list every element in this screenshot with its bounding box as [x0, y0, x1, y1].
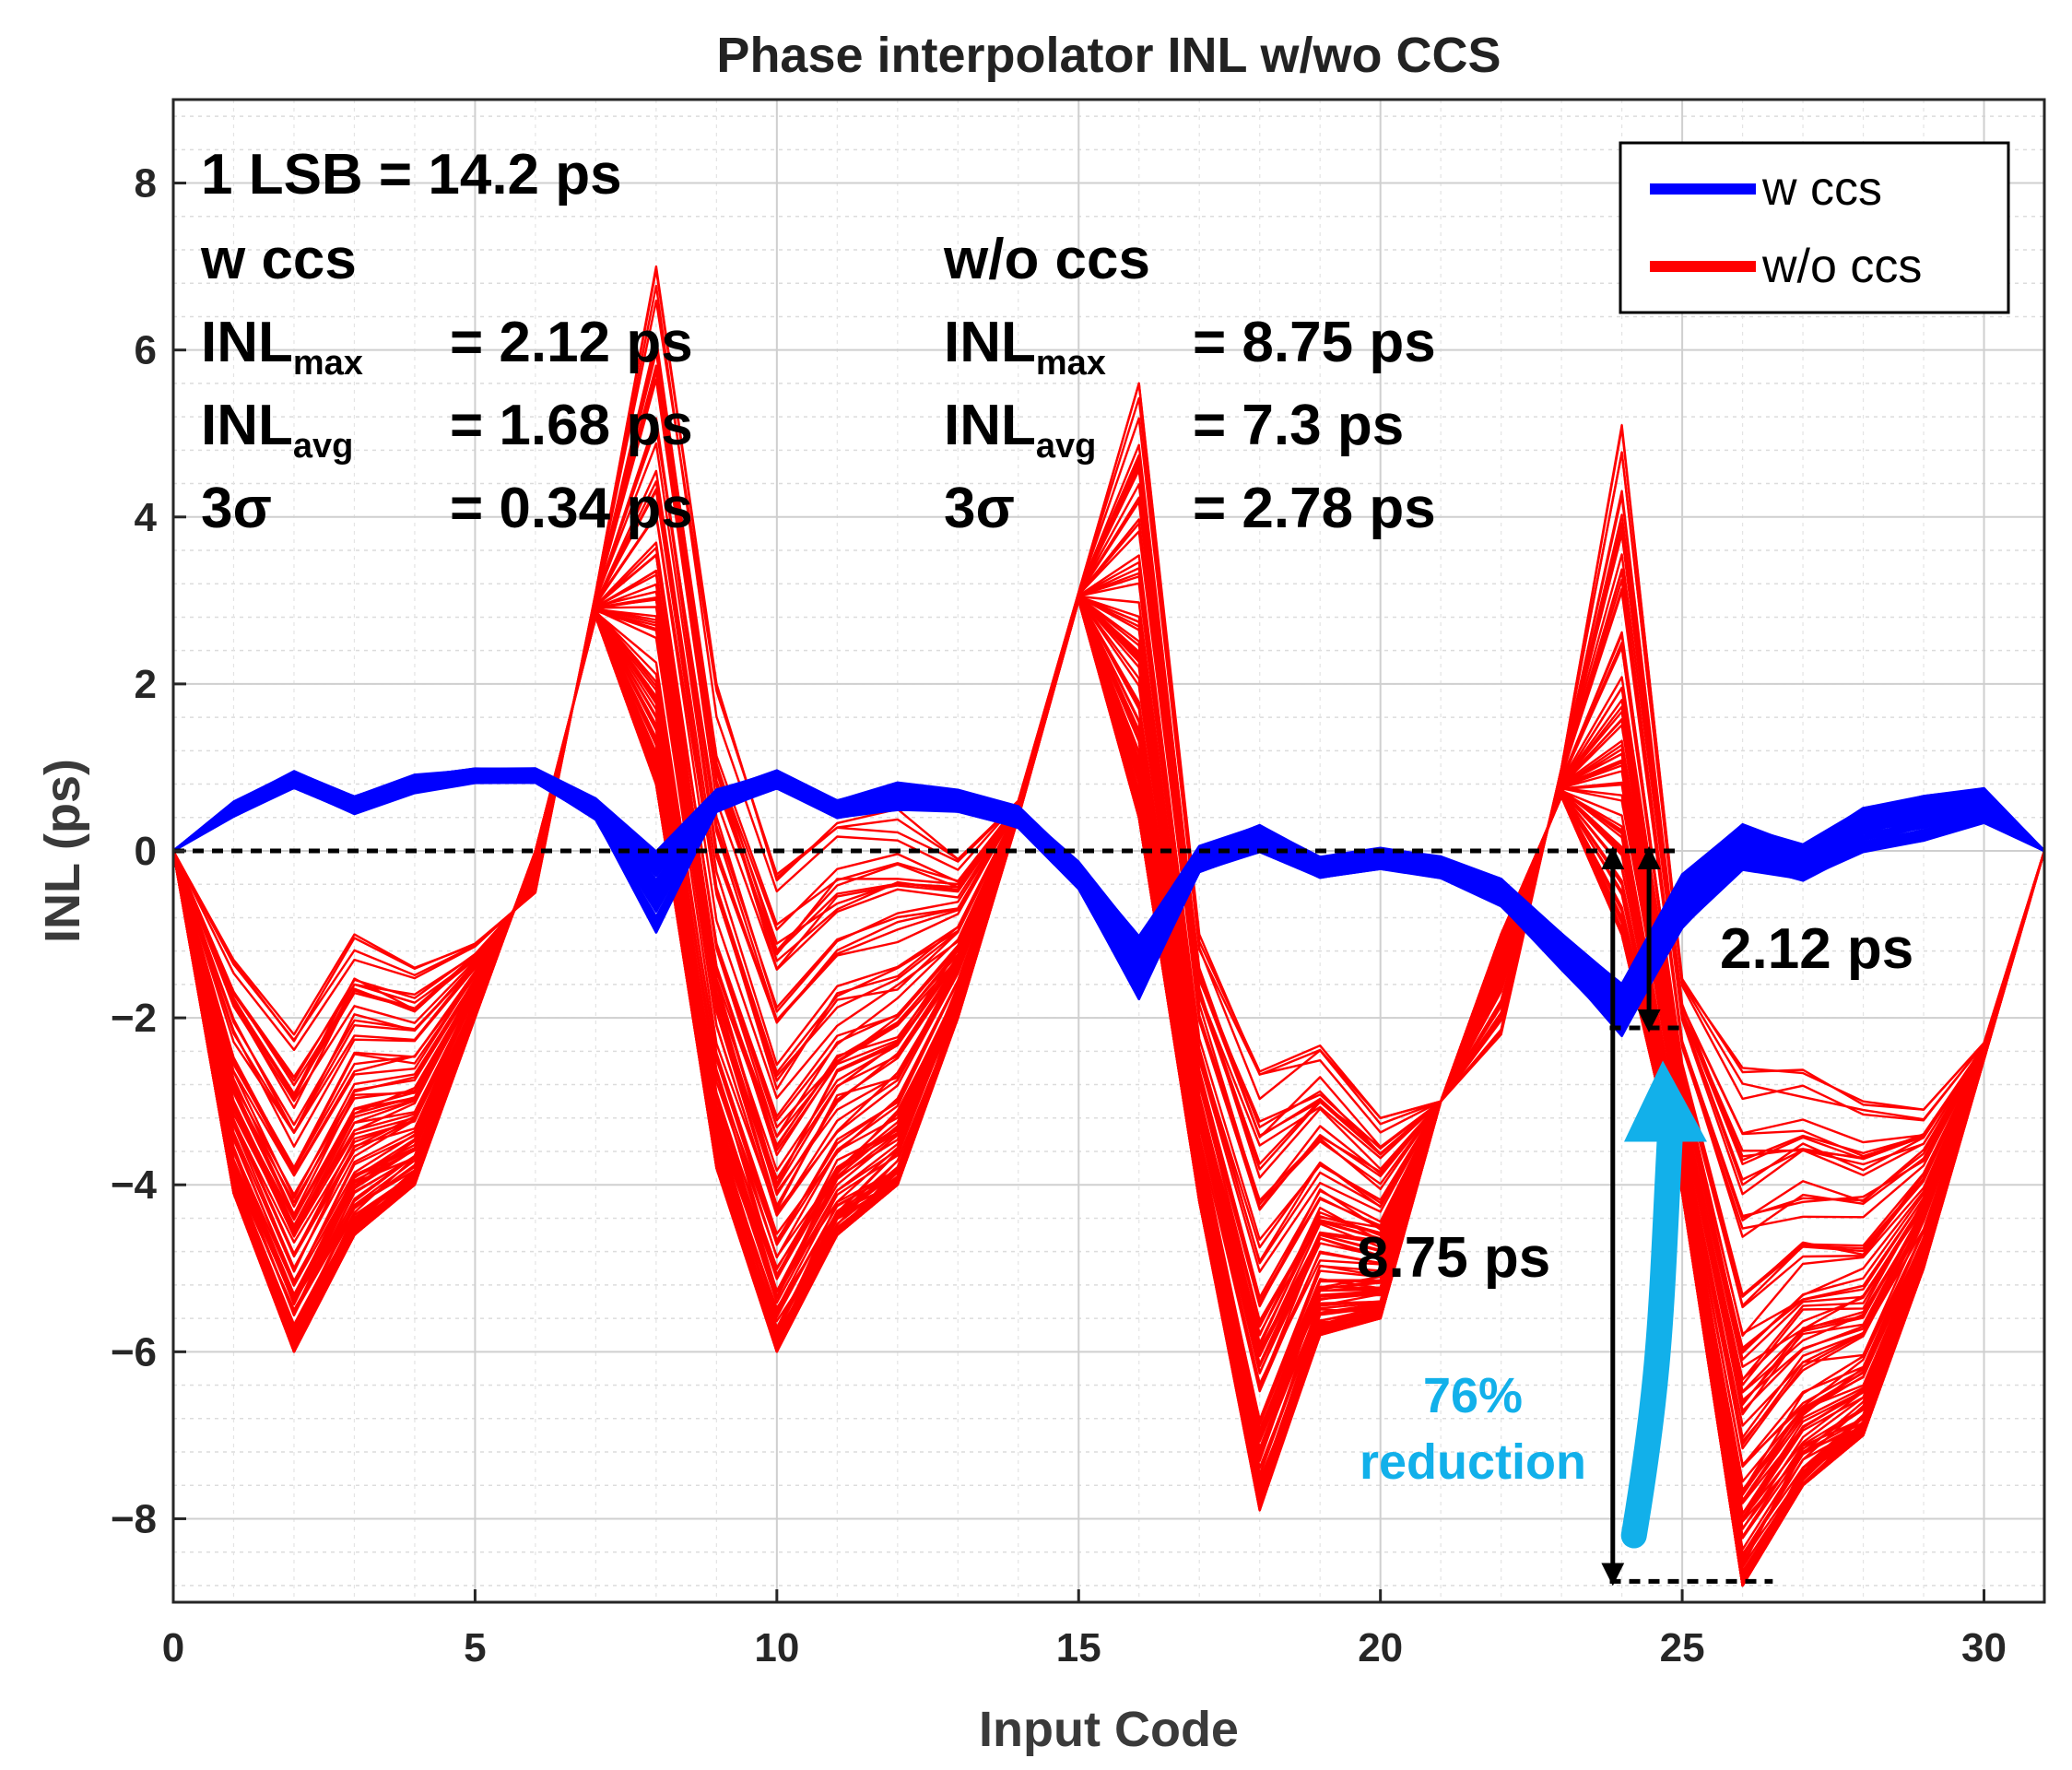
trace-wo-ccs — [173, 348, 2044, 1159]
x-tick-label: 5 — [464, 1625, 486, 1670]
trace-w-ccs — [173, 780, 2044, 1033]
w-inl-max-label: INLmax — [201, 311, 363, 383]
w-sigma-value: = 0.34 ps — [450, 477, 693, 540]
y-tick-label: −2 — [111, 996, 157, 1041]
series-wo-ccs — [173, 265, 2044, 1587]
x-tick-label: 20 — [1358, 1625, 1403, 1670]
trace-w-ccs — [173, 778, 2044, 1029]
w-ccs-header: w ccs — [200, 228, 357, 291]
wo-sigma-value: = 2.78 ps — [1193, 477, 1436, 540]
series-w-ccs — [173, 767, 2044, 1038]
label-8-75: 8.75 ps — [1357, 1226, 1550, 1290]
x-tick-label: 15 — [1056, 1625, 1101, 1670]
y-tick-label: −6 — [111, 1329, 157, 1375]
chart-title: Phase interpolator INL w/wo CCS — [716, 28, 1501, 83]
x-ticks: 0 5 10 15 20 25 30 — [162, 1589, 2007, 1670]
label-2-12: 2.12 ps — [1720, 917, 1913, 981]
trace-w-ccs — [173, 771, 2044, 998]
y-tick-label: −4 — [111, 1162, 158, 1208]
measure-arrows — [1601, 846, 1661, 1587]
y-tick-label: −8 — [111, 1496, 157, 1541]
reduction-arrow-head — [1624, 1060, 1707, 1142]
legend-label-w-ccs: w ccs — [1761, 162, 1882, 216]
legend-box — [1619, 141, 2010, 314]
trace-w-ccs — [173, 772, 2044, 1002]
x-tick-label: 30 — [1961, 1625, 2007, 1670]
wo-inl-avg-label: INLavg — [944, 394, 1096, 466]
trace-wo-ccs — [173, 268, 2044, 1119]
x-tick-label: 0 — [162, 1625, 184, 1670]
reduction-label-2: reduction — [1360, 1434, 1586, 1490]
y-tick-label: 4 — [135, 495, 158, 540]
y-tick-label: 0 — [135, 829, 157, 874]
w-inl-avg-value: = 1.68 ps — [450, 394, 693, 457]
y-tick-label: 8 — [135, 161, 157, 206]
trace-wo-ccs — [173, 598, 2044, 1540]
wo-inl-max-label: INLmax — [944, 311, 1106, 383]
trace-wo-ccs — [173, 480, 2044, 1298]
trace-wo-ccs — [173, 597, 2044, 1483]
wo-inl-max-value: = 8.75 ps — [1193, 311, 1436, 374]
trace-w-ccs — [173, 773, 2044, 1014]
traces — [173, 265, 2044, 1587]
wo-sigma-label: 3σ — [944, 477, 1015, 540]
trace-wo-ccs — [173, 426, 2044, 1219]
trace-wo-ccs — [173, 547, 2044, 1354]
y-tick-label: 2 — [135, 662, 157, 707]
wo-ccs-header: w/o ccs — [943, 228, 1150, 291]
y-axis-label: INL (ps) — [35, 759, 90, 943]
w-inl-max-value: = 2.12 ps — [450, 311, 693, 374]
reference-lines — [173, 848, 1773, 1584]
y-ticks: −8 −6 −4 −2 0 2 4 6 8 — [111, 161, 186, 1541]
trace-wo-ccs — [173, 596, 2044, 1450]
trace-wo-ccs — [173, 442, 2044, 1230]
reduction-label-1: 76% — [1423, 1368, 1523, 1423]
legend-label-wo-ccs: w/o ccs — [1761, 240, 1922, 293]
x-tick-label: 10 — [754, 1625, 799, 1670]
reduction-arrow — [1620, 1119, 1683, 1549]
x-tick-label: 25 — [1660, 1625, 1705, 1670]
y-tick-label: 6 — [135, 328, 157, 373]
w-inl-avg-label: INLavg — [201, 394, 353, 466]
w-sigma-label: 3σ — [201, 477, 272, 540]
lsb-annotation: 1 LSB = 14.2 ps — [201, 143, 622, 206]
x-axis-label: Input Code — [979, 1702, 1239, 1757]
legend: w ccs w/o ccs — [1619, 141, 2010, 314]
wo-inl-avg-value: = 7.3 ps — [1193, 394, 1404, 457]
